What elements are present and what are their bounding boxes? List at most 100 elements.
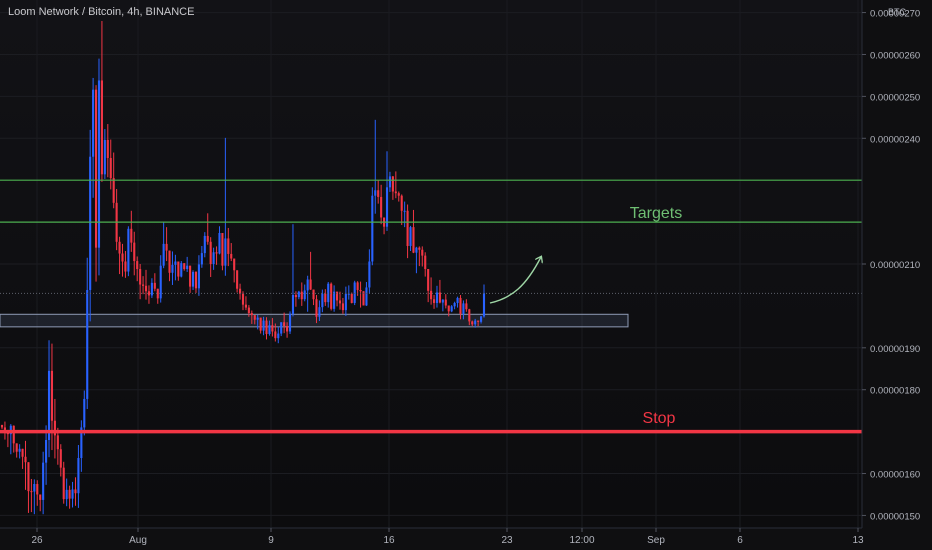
candle-body — [65, 489, 68, 500]
candle-body — [45, 440, 48, 463]
candle-body — [347, 293, 350, 295]
candle-body — [297, 291, 300, 298]
candle-body — [194, 271, 198, 289]
candle-body — [362, 291, 365, 306]
support-zone — [0, 313, 629, 328]
candle-body — [236, 270, 239, 289]
candle-body — [203, 235, 206, 254]
candle-body — [39, 494, 42, 500]
x-tick-label: 6 — [737, 535, 743, 546]
candle-body — [159, 265, 162, 299]
candle-body — [21, 448, 24, 457]
y-tick-label: 0.00000250 — [870, 92, 920, 103]
candle-body — [183, 263, 186, 270]
y-tick-label: 0.00000240 — [870, 134, 920, 145]
candle-body — [365, 287, 368, 306]
candle-body — [127, 228, 130, 272]
candle-body — [462, 303, 465, 314]
candle-body — [280, 322, 283, 334]
candle-body — [435, 292, 439, 303]
candle-body — [94, 89, 98, 248]
candle-body — [447, 305, 450, 312]
candle-body — [335, 291, 339, 301]
candle-body — [253, 315, 256, 320]
candle-body — [74, 489, 77, 494]
candle-body — [412, 227, 415, 253]
candle-body — [333, 291, 336, 309]
candle-body — [171, 264, 174, 273]
candle-body — [3, 427, 6, 430]
candle-body — [338, 300, 342, 304]
candle-body — [374, 190, 377, 196]
candle-body — [300, 291, 303, 300]
x-tick-label: 9 — [268, 535, 274, 546]
x-tick-label: 16 — [383, 535, 395, 546]
candle-body — [239, 288, 242, 294]
candle-body — [456, 297, 459, 303]
candle-body — [430, 290, 433, 300]
candle-body — [56, 435, 59, 450]
stop-label: Stop — [643, 410, 676, 427]
candle-body — [303, 290, 306, 300]
candle-body — [42, 462, 45, 500]
candle-body — [388, 176, 392, 188]
candle-body — [418, 247, 421, 250]
candle-body — [221, 232, 224, 266]
candle-body — [274, 331, 277, 339]
candle-body — [206, 235, 209, 242]
x-tick-label: Sep — [647, 535, 665, 546]
y-tick-label: 0.00000270 — [870, 9, 920, 20]
candle-body — [59, 449, 62, 468]
candle-body — [283, 322, 286, 327]
candle-body — [368, 261, 371, 288]
x-tick-label: 26 — [31, 535, 43, 546]
candle-body — [71, 489, 74, 499]
candle-body — [103, 139, 106, 175]
x-tick-label: 23 — [501, 535, 513, 546]
candle-body — [144, 285, 148, 292]
candle-body — [36, 484, 39, 495]
candle-body — [268, 325, 271, 334]
candle-body — [130, 228, 133, 243]
candle-body — [271, 325, 274, 332]
candle-body — [136, 261, 139, 270]
candle-body — [197, 264, 200, 289]
candle-body — [415, 247, 418, 253]
candle-body — [380, 196, 383, 218]
candle-body — [356, 282, 359, 290]
x-tick-label: 13 — [852, 535, 864, 546]
candle-body — [77, 458, 80, 494]
candle-body — [83, 398, 86, 428]
candle-body — [256, 317, 259, 320]
candle-body — [118, 241, 121, 254]
y-tick-label: 0.00000160 — [870, 470, 920, 481]
candle-body — [244, 304, 247, 308]
candle-body — [450, 306, 453, 312]
candle-body — [259, 317, 262, 331]
time-axis[interactable] — [0, 528, 932, 550]
candle-body — [468, 309, 471, 322]
candle-body — [480, 316, 483, 322]
candle-body — [112, 178, 115, 203]
candle-body — [324, 293, 327, 303]
price-axis[interactable] — [862, 0, 932, 550]
projection-arrow — [489, 257, 541, 304]
candle-body — [306, 279, 309, 291]
candle-body — [30, 491, 33, 493]
candle-body — [162, 243, 165, 266]
candle-body — [156, 288, 159, 299]
candle-body — [421, 249, 424, 256]
candle-body — [459, 297, 462, 314]
candle-body — [341, 303, 344, 311]
candle-body — [277, 333, 280, 339]
candle-body — [391, 176, 394, 192]
candle-body — [359, 289, 362, 292]
candle-body — [403, 210, 406, 212]
candle-body — [241, 293, 245, 305]
candle-body — [100, 80, 103, 175]
candle-body — [224, 238, 227, 266]
candle-body — [150, 282, 153, 296]
candle-body — [262, 320, 265, 331]
y-tick-label: 0.00000260 — [870, 50, 920, 61]
